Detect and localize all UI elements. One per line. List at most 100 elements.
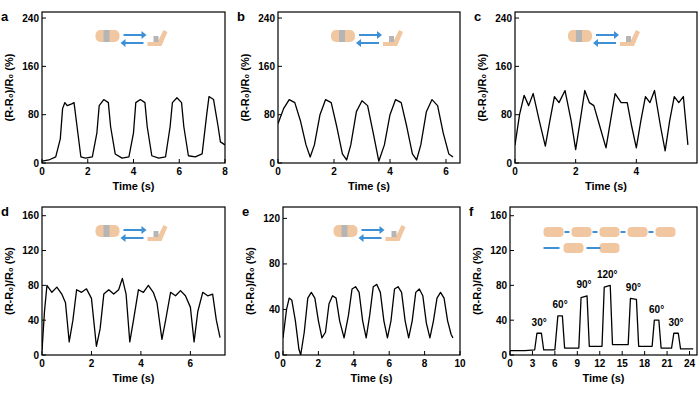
arrow (362, 226, 385, 234)
x-tick-label: 10 (454, 358, 466, 369)
x-tick (91, 351, 92, 355)
x-tick (644, 351, 645, 355)
data-line (515, 91, 688, 151)
y-tick-label: 240 (495, 13, 512, 24)
annotation: 90° (576, 279, 591, 290)
annotation: 90° (626, 282, 641, 293)
arrow (544, 247, 560, 249)
x-tick-label: 2 (573, 166, 579, 177)
x-tick-label: 4 (387, 166, 393, 177)
panel: 024681004080120Time (s)(R-R₀)/R₀ (%)e (242, 204, 466, 384)
hand (600, 227, 620, 237)
x-tick-label: 15 (617, 358, 629, 369)
panel-label: d (1, 204, 9, 219)
x-tick-label: 2 (316, 358, 322, 369)
y-tick (515, 18, 519, 19)
arrow (356, 39, 379, 47)
plot-frame (283, 207, 460, 355)
panel-label: a (1, 9, 9, 24)
plot-area (510, 285, 693, 350)
x-tick (446, 159, 447, 163)
hand (656, 227, 676, 237)
data-line (278, 100, 453, 162)
panel-label: e (242, 204, 249, 219)
arrow (621, 231, 626, 233)
sensor (339, 30, 345, 42)
y-axis-label: (R-R₀)/R₀ (%) (3, 53, 15, 121)
x-tick-label: 2 (331, 166, 337, 177)
arrow (121, 39, 144, 47)
x-tick-label: 8 (222, 166, 228, 177)
y-tick (278, 18, 282, 19)
plot-area (42, 278, 220, 350)
panel-label: b (237, 9, 245, 24)
x-tick (622, 351, 623, 355)
arrow (565, 231, 570, 233)
arrow (359, 31, 382, 39)
sensor (154, 36, 159, 42)
x-tick-label: 2 (89, 358, 95, 369)
x-tick (390, 159, 391, 163)
limb-bent (148, 30, 168, 46)
x-tick (532, 351, 533, 355)
x-tick-label: 4 (131, 166, 137, 177)
y-tick-label: 0 (269, 158, 275, 169)
y-tick (515, 163, 519, 164)
x-tick-label: 6 (188, 358, 194, 369)
x-tick (87, 159, 88, 163)
y-tick (42, 285, 46, 286)
x-axis-label: Time (s) (351, 372, 393, 384)
y-axis-label: (R-R₀)/R₀ (%) (239, 53, 251, 121)
plot-area (515, 91, 688, 151)
limb-bent (148, 225, 168, 241)
annotation: 30° (532, 317, 547, 328)
y-tick (42, 215, 46, 216)
annotation: 60° (553, 299, 568, 310)
x-tick-label: 6 (176, 166, 182, 177)
panel: 024080160240Time (s)(R-R₀)/R₀ (%)c (474, 9, 697, 192)
x-tick (389, 351, 390, 355)
y-tick (283, 355, 287, 356)
x-tick-label: 0 (39, 358, 45, 369)
sensor (104, 30, 110, 42)
hand (564, 243, 584, 253)
x-tick (689, 351, 690, 355)
arrow (593, 39, 616, 47)
limb-bent (620, 30, 640, 46)
y-tick-label: 120 (490, 245, 507, 256)
panel: 0246080160240Time (s)(R-R₀)/R₀ (%)b (237, 9, 460, 192)
x-tick-label: 0 (280, 358, 286, 369)
arrow (124, 31, 147, 39)
x-tick (42, 351, 43, 355)
x-axis-label: Time (s) (348, 180, 390, 192)
figure: 02468080160240Time (s)(R-R₀)/R₀ (%)a0246… (0, 0, 700, 395)
y-tick-label: 160 (490, 210, 507, 221)
y-tick (278, 163, 282, 164)
plot-frame (515, 12, 697, 163)
data-line (283, 284, 453, 355)
x-tick (515, 159, 516, 163)
x-tick (179, 159, 180, 163)
y-tick (515, 66, 519, 67)
y-tick (42, 163, 46, 164)
y-tick-label: 0 (501, 350, 507, 361)
annotation: 60° (649, 304, 664, 315)
y-tick-label: 80 (501, 109, 513, 120)
arrow (121, 234, 144, 242)
y-tick-label: 0 (33, 350, 39, 361)
y-tick-label: 40 (28, 315, 40, 326)
plot-frame (278, 12, 460, 163)
x-tick-label: 2 (85, 166, 91, 177)
inset-illustration (544, 227, 676, 253)
y-tick-label: 160 (22, 61, 39, 72)
y-tick (278, 114, 282, 115)
x-tick (575, 159, 576, 163)
x-tick-label: 0 (512, 166, 518, 177)
arrow (359, 234, 382, 242)
y-tick-label: 120 (22, 245, 39, 256)
x-tick-label: 0 (275, 166, 281, 177)
y-axis-label: (R-R₀)/R₀ (%) (476, 53, 488, 121)
panel: 02468080160240Time (s)(R-R₀)/R₀ (%)a (1, 9, 228, 192)
hand (600, 243, 620, 253)
x-tick (133, 159, 134, 163)
